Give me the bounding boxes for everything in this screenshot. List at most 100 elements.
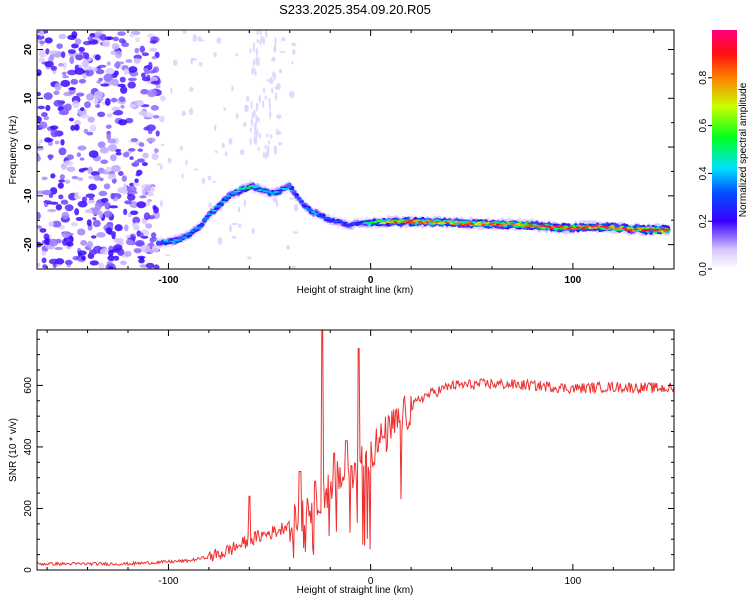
noise-blob: [103, 210, 113, 218]
noise-blob: [68, 117, 74, 122]
noise-blob: [92, 217, 97, 221]
noise-blob: [153, 264, 160, 269]
snr-xlabel: Height of straight line (km): [297, 585, 414, 596]
noise-blob: [243, 199, 247, 208]
noise-blob: [41, 112, 48, 118]
noise-blob: [139, 257, 145, 261]
ridge-cell: [602, 225, 608, 228]
noise-blob: [270, 134, 273, 139]
y-tick-label: -10: [23, 188, 34, 203]
noise-blob: [150, 105, 159, 111]
noise-blob: [110, 97, 118, 103]
ridge-cell: [638, 227, 644, 230]
noise-blob: [257, 117, 260, 123]
x-tick-label: -100: [158, 576, 178, 587]
noise-blob: [273, 144, 277, 155]
noise-blob: [105, 124, 112, 129]
noise-blob: [107, 173, 117, 180]
noise-blob: [75, 216, 84, 221]
noise-blob: [144, 185, 152, 192]
noise-blob: [269, 110, 272, 119]
noise-blob: [97, 141, 106, 149]
noise-blob: [129, 33, 135, 38]
noise-blob: [92, 219, 101, 228]
noise-blob: [56, 43, 63, 49]
noise-blob: [138, 232, 144, 238]
noise-blob: [216, 37, 222, 44]
ridge-cell: [199, 224, 205, 227]
ridge-cell: [236, 190, 241, 193]
noise-blob: [152, 114, 160, 119]
noise-blob: [108, 249, 114, 257]
ridge-cell: [447, 220, 452, 223]
noise-blob: [251, 111, 255, 119]
colorbar-gradient: [712, 30, 737, 269]
ridge-cell: [546, 225, 552, 228]
noise-blob: [120, 260, 127, 265]
noise-blob: [77, 228, 86, 236]
noise-blob: [158, 115, 165, 123]
ridge-cell: [294, 193, 300, 197]
noise-blob: [262, 87, 266, 94]
noise-blob: [242, 121, 247, 127]
noise-blob: [145, 201, 150, 207]
noise-blob: [271, 56, 276, 62]
noise-blob: [54, 140, 60, 145]
ridge-cell: [202, 219, 207, 222]
noise-blob: [48, 238, 59, 247]
noise-blob: [71, 43, 79, 49]
noise-blob: [61, 211, 70, 220]
ridge-cell: [495, 223, 501, 226]
noise-blob: [133, 248, 142, 254]
noise-blob: [143, 70, 151, 75]
noise-blob: [45, 48, 50, 55]
noise-blob: [268, 97, 271, 103]
ridge-cell: [342, 221, 348, 224]
noise-blob: [223, 107, 227, 111]
noise-blob: [117, 31, 126, 36]
noise-blob: [45, 104, 51, 112]
noise-blob: [77, 250, 87, 256]
noise-blob: [123, 208, 128, 216]
noise-blob: [120, 85, 128, 94]
noise-blob: [188, 107, 194, 116]
noise-blob: [286, 245, 290, 250]
noise-blob: [53, 90, 60, 96]
noise-blob: [39, 30, 45, 37]
noise-blob: [255, 127, 259, 138]
noise-blob: [149, 40, 157, 44]
noise-blob: [136, 201, 146, 209]
noise-blob: [137, 148, 144, 152]
noise-blob: [280, 37, 286, 42]
noise-blob: [250, 100, 253, 110]
colorbar-tick-label: 0.0: [698, 262, 709, 276]
noise-blob: [112, 36, 119, 42]
noise-blob: [127, 77, 137, 81]
noise-blob: [262, 151, 266, 159]
noise-blob: [70, 222, 79, 227]
chart-title: S233.2025.354.09.20.R05: [279, 2, 431, 17]
noise-blob: [138, 110, 147, 116]
noise-blob: [43, 116, 50, 121]
noise-blob: [255, 102, 259, 109]
noise-blob: [105, 227, 113, 235]
noise-blob: [107, 266, 114, 269]
noise-blob: [103, 73, 114, 82]
noise-blob: [61, 71, 67, 76]
ridge-cell: [260, 187, 266, 190]
ridge-cell: [245, 187, 251, 189]
x-tick-label: 100: [565, 275, 582, 286]
noise-blob: [125, 59, 133, 63]
noise-blob: [259, 30, 262, 36]
noise-blob: [221, 142, 226, 149]
noise-blob: [107, 144, 118, 152]
noise-blob: [135, 101, 145, 107]
noise-blob: [37, 105, 45, 110]
noise-blob: [75, 54, 84, 61]
noise-blob: [261, 100, 265, 109]
noise-blob: [213, 52, 217, 58]
ridge-cell: [456, 220, 462, 223]
ridge-cell: [231, 192, 236, 195]
noise-blob: [147, 89, 158, 96]
ridge-cell: [464, 223, 469, 226]
